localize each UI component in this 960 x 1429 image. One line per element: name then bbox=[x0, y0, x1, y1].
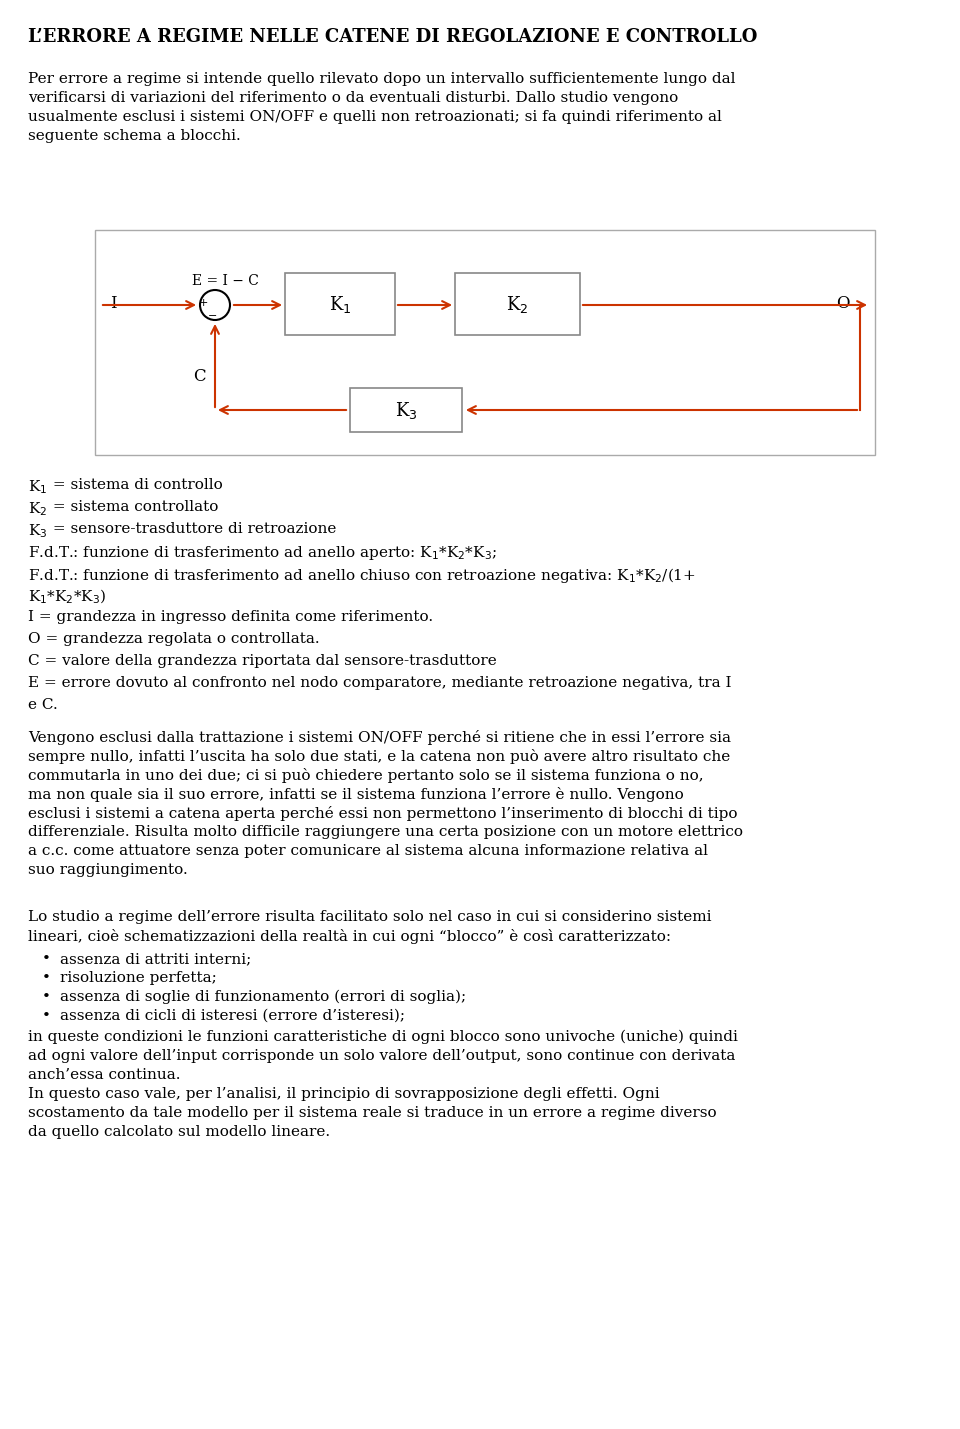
Text: F.d.T.: funzione di trasferimento ad anello aperto: K$_1$*K$_2$*K$_3$;: F.d.T.: funzione di trasferimento ad ane… bbox=[28, 544, 497, 562]
Text: •: • bbox=[42, 952, 51, 966]
Text: K$_2$: K$_2$ bbox=[506, 293, 529, 314]
Text: assenza di soglie di funzionamento (errori di soglia);: assenza di soglie di funzionamento (erro… bbox=[60, 990, 467, 1005]
Text: da quello calcolato sul modello lineare.: da quello calcolato sul modello lineare. bbox=[28, 1125, 330, 1139]
Text: suo raggiungimento.: suo raggiungimento. bbox=[28, 863, 188, 877]
Text: a c.c. come attuatore senza poter comunicare al sistema alcuna informazione rela: a c.c. come attuatore senza poter comuni… bbox=[28, 845, 708, 857]
Text: O: O bbox=[836, 294, 850, 312]
Text: K$_2$: K$_2$ bbox=[28, 500, 47, 517]
Text: K$_3$: K$_3$ bbox=[395, 400, 418, 420]
Text: E = I − C: E = I − C bbox=[192, 274, 259, 289]
Text: C = valore della grandezza riportata dal sensore-trasduttore: C = valore della grandezza riportata dal… bbox=[28, 654, 496, 667]
Text: ad ogni valore dell’input corrisponde un solo valore dell’output, sono continue : ad ogni valore dell’input corrisponde un… bbox=[28, 1049, 735, 1063]
Text: K$_1$: K$_1$ bbox=[328, 293, 351, 314]
Text: assenza di attriti interni;: assenza di attriti interni; bbox=[60, 952, 252, 966]
Text: esclusi i sistemi a catena aperta perché essi non permettono l’inserimento di bl: esclusi i sistemi a catena aperta perché… bbox=[28, 806, 737, 822]
Text: commutarla in uno dei due; ci si può chiedere pertanto solo se il sistema funzio: commutarla in uno dei due; ci si può chi… bbox=[28, 767, 704, 783]
Text: −: − bbox=[208, 312, 218, 322]
Text: = sensore-trasduttore di retroazione: = sensore-trasduttore di retroazione bbox=[48, 522, 336, 536]
Text: +: + bbox=[199, 299, 207, 309]
Text: Vengono esclusi dalla trattazione i sistemi ON/OFF perché si ritiene che in essi: Vengono esclusi dalla trattazione i sist… bbox=[28, 730, 731, 745]
Text: I = grandezza in ingresso definita come riferimento.: I = grandezza in ingresso definita come … bbox=[28, 610, 433, 624]
Text: K$_1$: K$_1$ bbox=[28, 477, 47, 496]
Text: differenziale. Risulta molto difficile raggiungere una certa posizione con un mo: differenziale. Risulta molto difficile r… bbox=[28, 825, 743, 839]
Text: = sistema di controllo: = sistema di controllo bbox=[48, 477, 223, 492]
Text: O = grandezza regolata o controllata.: O = grandezza regolata o controllata. bbox=[28, 632, 320, 646]
Text: F.d.T.: funzione di trasferimento ad anello chiuso con retroazione negativa: K$_: F.d.T.: funzione di trasferimento ad ane… bbox=[28, 566, 696, 584]
Text: •: • bbox=[42, 990, 51, 1005]
Text: C: C bbox=[193, 369, 205, 384]
Text: assenza di cicli di isteresi (errore d’isteresi);: assenza di cicli di isteresi (errore d’i… bbox=[60, 1009, 405, 1023]
Text: Per errore a regime si intende quello rilevato dopo un intervallo sufficientemen: Per errore a regime si intende quello ri… bbox=[28, 71, 735, 86]
Text: = sistema controllato: = sistema controllato bbox=[48, 500, 218, 514]
Text: lineari, cioè schematizzazioni della realtà in cui ogni “blocco” è così caratter: lineari, cioè schematizzazioni della rea… bbox=[28, 929, 671, 945]
Text: Lo studio a regime dell’errore risulta facilitato solo nel caso in cui si consid: Lo studio a regime dell’errore risulta f… bbox=[28, 910, 711, 925]
FancyBboxPatch shape bbox=[285, 273, 395, 334]
Text: verificarsi di variazioni del riferimento o da eventuali disturbi. Dallo studio : verificarsi di variazioni del riferiment… bbox=[28, 91, 679, 104]
Text: I: I bbox=[110, 294, 116, 312]
Text: In questo caso vale, per l’analisi, il principio di sovrapposizione degli effett: In questo caso vale, per l’analisi, il p… bbox=[28, 1087, 660, 1100]
Text: E = errore dovuto al confronto nel nodo comparatore, mediante retroazione negati: E = errore dovuto al confronto nel nodo … bbox=[28, 676, 732, 690]
Text: e C.: e C. bbox=[28, 697, 58, 712]
Text: risoluzione perfetta;: risoluzione perfetta; bbox=[60, 970, 217, 985]
Text: •: • bbox=[42, 970, 51, 985]
FancyBboxPatch shape bbox=[455, 273, 580, 334]
Text: usualmente esclusi i sistemi ON/OFF e quelli non retroazionati; si fa quindi rif: usualmente esclusi i sistemi ON/OFF e qu… bbox=[28, 110, 722, 124]
FancyBboxPatch shape bbox=[350, 389, 462, 432]
Text: L’ERRORE A REGIME NELLE CATENE DI REGOLAZIONE E CONTROLLO: L’ERRORE A REGIME NELLE CATENE DI REGOLA… bbox=[28, 29, 757, 46]
FancyBboxPatch shape bbox=[95, 230, 875, 454]
Ellipse shape bbox=[200, 290, 230, 320]
Text: K$_3$: K$_3$ bbox=[28, 522, 47, 540]
Text: anch’essa continua.: anch’essa continua. bbox=[28, 1067, 180, 1082]
Text: scostamento da tale modello per il sistema reale si traduce in un errore a regim: scostamento da tale modello per il siste… bbox=[28, 1106, 716, 1120]
Text: •: • bbox=[42, 1009, 51, 1023]
Text: sempre nullo, infatti l’uscita ha solo due stati, e la catena non può avere altr: sempre nullo, infatti l’uscita ha solo d… bbox=[28, 749, 731, 765]
Text: in queste condizioni le funzioni caratteristiche di ogni blocco sono univoche (u: in queste condizioni le funzioni caratte… bbox=[28, 1030, 738, 1045]
Text: ma non quale sia il suo errore, infatti se il sistema funziona l’errore è nullo.: ma non quale sia il suo errore, infatti … bbox=[28, 787, 684, 802]
Text: K$_1$*K$_2$*K$_3$): K$_1$*K$_2$*K$_3$) bbox=[28, 587, 107, 606]
Text: seguente schema a blocchi.: seguente schema a blocchi. bbox=[28, 129, 241, 143]
